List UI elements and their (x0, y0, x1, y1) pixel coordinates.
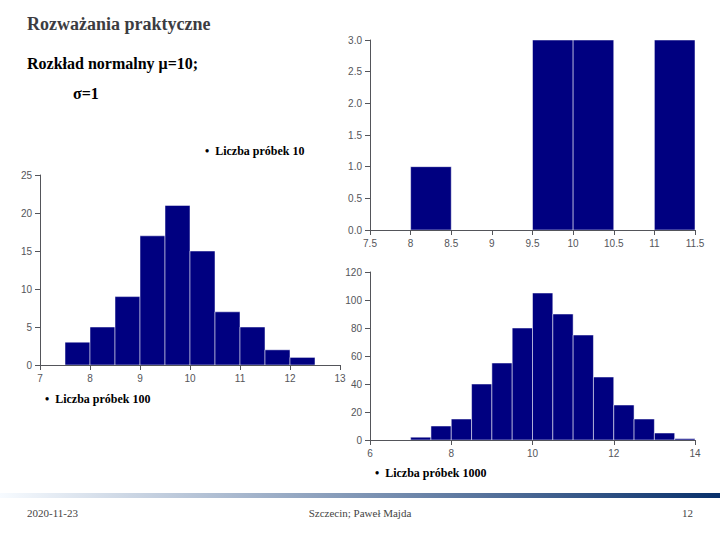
svg-text:• Liczba próbek 100: • Liczba próbek 100 (45, 392, 151, 406)
svg-text:9.5: 9.5 (526, 238, 540, 249)
svg-text:15: 15 (21, 246, 33, 257)
svg-text:2.0: 2.0 (348, 98, 362, 109)
svg-text:20: 20 (21, 208, 33, 219)
svg-text:6: 6 (367, 448, 373, 459)
svg-text:• Liczba próbek 10: • Liczba próbek 10 (205, 144, 305, 158)
svg-text:7.5: 7.5 (363, 238, 377, 249)
svg-text:11.5: 11.5 (686, 238, 705, 249)
svg-text:2020-11-23: 2020-11-23 (27, 507, 78, 519)
svg-text:5: 5 (26, 322, 32, 333)
svg-text:3.0: 3.0 (348, 35, 362, 46)
svg-text:Szczecin; Paweł Majda: Szczecin; Paweł Majda (309, 507, 412, 519)
svg-text:• Liczba próbek 1000: • Liczba próbek 1000 (375, 466, 487, 480)
svg-text:12: 12 (284, 373, 296, 384)
svg-text:9: 9 (489, 238, 495, 249)
svg-text:8: 8 (448, 448, 454, 459)
svg-text:10: 10 (184, 373, 196, 384)
svg-text:60: 60 (351, 351, 363, 362)
svg-text:11: 11 (235, 373, 246, 384)
svg-text:8: 8 (87, 373, 93, 384)
svg-text:2.5: 2.5 (348, 66, 362, 77)
svg-text:11: 11 (649, 238, 660, 249)
svg-text:8.5: 8.5 (444, 238, 458, 249)
svg-text:10.5: 10.5 (604, 238, 624, 249)
svg-text:1.0: 1.0 (348, 161, 362, 172)
svg-text:Rozkład normalny μ=10;: Rozkład normalny μ=10; (27, 55, 198, 73)
svg-text:12: 12 (682, 507, 693, 519)
svg-text:25: 25 (21, 170, 33, 181)
svg-text:Rozważania praktyczne: Rozważania praktyczne (27, 14, 210, 34)
svg-text:100: 100 (345, 295, 362, 306)
svg-text:80: 80 (351, 323, 363, 334)
svg-text:0: 0 (26, 360, 32, 371)
svg-text:0.0: 0.0 (348, 225, 362, 236)
svg-text:10: 10 (21, 284, 33, 295)
svg-text:7: 7 (37, 373, 43, 384)
svg-text:10: 10 (527, 448, 539, 459)
svg-text:12: 12 (608, 448, 620, 459)
svg-text:8: 8 (408, 238, 414, 249)
svg-text:10: 10 (568, 238, 580, 249)
svg-text:120: 120 (345, 267, 362, 278)
svg-text:9: 9 (137, 373, 143, 384)
svg-text:20: 20 (351, 407, 363, 418)
svg-text:1.5: 1.5 (348, 130, 362, 141)
svg-text:14: 14 (689, 448, 701, 459)
svg-text:σ=1: σ=1 (73, 85, 99, 102)
svg-text:40: 40 (351, 379, 363, 390)
svg-text:0: 0 (356, 435, 362, 446)
svg-text:0.5: 0.5 (348, 193, 362, 204)
svg-text:13: 13 (334, 373, 346, 384)
